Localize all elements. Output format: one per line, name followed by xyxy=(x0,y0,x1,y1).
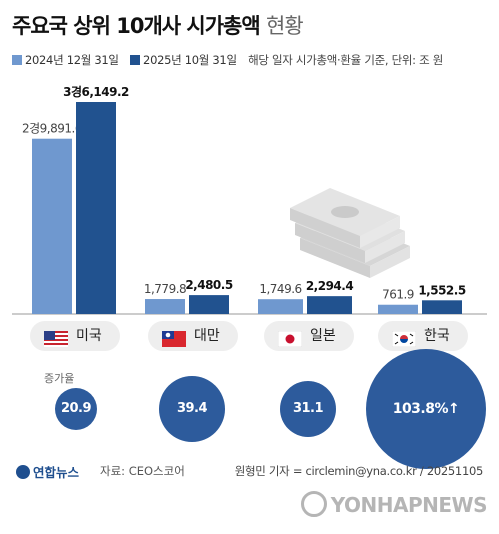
watermark: YONHAPNEWS xyxy=(300,491,488,517)
japan-flag-icon xyxy=(277,328,303,348)
country-label: 미국 xyxy=(76,328,102,344)
watermark-text: YONHAPNEWS xyxy=(330,493,488,517)
legend-note: 해당 일자 시가총액·환율 기준, 단위: 조 원 xyxy=(248,53,443,67)
taiwan-flag-icon xyxy=(162,328,186,347)
legend-item-2025: 2025년 10월 31일 xyxy=(130,53,237,67)
legend: 2024년 12월 31일 2025년 10월 31일 해당 일자 시가총액·환… xyxy=(12,52,443,68)
growth-circle-4: 103.8%↑ xyxy=(365,348,487,470)
us-flag-icon xyxy=(44,328,68,347)
bar-2025-1 xyxy=(76,102,116,314)
bar-value-label: 3경6,149.2 xyxy=(63,85,129,99)
bar-2025-4 xyxy=(422,300,462,314)
korea-flag-icon xyxy=(391,328,417,348)
growth-circle-1: 20.9 xyxy=(54,387,97,430)
country-label: 대만 xyxy=(194,328,220,344)
source-text: 자료: CEO스코어 xyxy=(100,464,185,478)
growth-rate-label: 증가율 xyxy=(44,372,75,385)
bar-2024-2 xyxy=(145,299,185,314)
bar-2025-2 xyxy=(189,295,229,314)
credit-text: 원형민 기자 = circlemin@yna.co.kr / 20251105 xyxy=(234,464,484,478)
legend-item-2024: 2024년 12월 31일 xyxy=(12,53,119,67)
legend-label-2025: 2025년 10월 31일 xyxy=(143,53,237,67)
bar-value-label: 1,779.8 xyxy=(144,282,186,296)
bar-value-label: 2,480.5 xyxy=(185,278,233,292)
bar-2024-4 xyxy=(378,304,418,314)
money-stack-illustration xyxy=(290,188,410,278)
yonhap-logo: 연합뉴스 xyxy=(16,462,79,481)
yonhap-logo-icon xyxy=(16,465,30,479)
country-pill-3: 일본 xyxy=(264,321,354,351)
country-pill-1: 미국 xyxy=(30,321,120,351)
title-sub: 현황 xyxy=(266,14,304,38)
legend-swatch-2024 xyxy=(12,55,22,65)
bar-value-label: 2,294.4 xyxy=(306,279,354,293)
bar-2024-3 xyxy=(258,299,303,314)
country-pill-4: 한국 xyxy=(378,321,468,351)
bar-chart: 2경9,891.6 3경6,149.2 1,779.8 2,480.5 1,749.6 2… xyxy=(12,85,487,315)
bar-value-label: 1,749.6 xyxy=(259,282,301,296)
country-label: 한국 xyxy=(424,328,450,344)
bar-value-label: 2경9,891.6 xyxy=(22,122,82,136)
bar-2025-3 xyxy=(307,296,352,314)
country-label: 일본 xyxy=(310,328,336,344)
growth-circle-3: 31.1 xyxy=(279,380,337,438)
growth-circle-2: 39.4 xyxy=(159,376,225,442)
country-pill-2: 대만 xyxy=(148,321,238,351)
watermark-icon xyxy=(300,491,327,517)
title-main: 주요국 상위 10개사 시가총액 xyxy=(12,14,261,38)
legend-swatch-2025 xyxy=(130,55,141,65)
yonhap-logo-text: 연합뉴스 xyxy=(33,465,80,480)
bar-2024-1 xyxy=(32,138,72,314)
bar-value-label: 1,552.5 xyxy=(418,283,466,297)
chart-title: 주요국 상위 10개사 시가총액 현황 xyxy=(12,10,304,40)
legend-label-2024: 2024년 12월 31일 xyxy=(25,53,119,67)
bar-value-label: 761.9 xyxy=(382,288,414,302)
